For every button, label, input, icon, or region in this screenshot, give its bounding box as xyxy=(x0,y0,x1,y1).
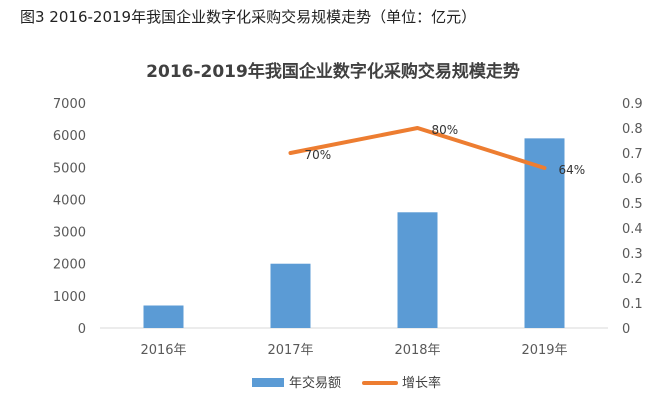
bar-2016 xyxy=(143,305,184,328)
chart-title: 2016-2019年我国企业数字化采购交易规模走势 xyxy=(146,61,520,82)
y-left-tick-label: 1000 xyxy=(53,290,86,305)
y-left-tick-label: 4000 xyxy=(53,193,86,208)
x-tick-label: 2016年 xyxy=(140,343,186,358)
growth-rate-label: 64% xyxy=(559,163,586,177)
y-right-tick-label: 0.7 xyxy=(622,147,643,162)
y-left-tick-label: 0 xyxy=(78,322,86,337)
y-right-tick-label: 0.5 xyxy=(622,197,643,212)
growth-rate-line xyxy=(288,126,547,170)
legend-label-growth-rate: 增长率 xyxy=(402,375,441,391)
x-tick-label: 2017年 xyxy=(267,343,313,358)
y-right-tick-label: 0.9 xyxy=(622,97,643,112)
figure-caption: 图3 2016-2019年我国企业数字化采购交易规模走势（单位：亿元） xyxy=(20,8,477,26)
x-tick-label: 2019年 xyxy=(521,343,567,358)
y-left-tick-label: 6000 xyxy=(53,129,86,144)
legend-swatch-annual-volume xyxy=(252,378,284,387)
y-left-tick-label: 2000 xyxy=(53,258,86,273)
growth-rate-label: 80% xyxy=(432,123,459,137)
y-right-tick-label: 0.3 xyxy=(622,247,643,262)
y-left-tick-label: 3000 xyxy=(53,226,86,241)
bar-2018 xyxy=(397,212,438,328)
y-right-tick-label: 0.6 xyxy=(622,172,643,187)
y-right-tick-label: 0.8 xyxy=(622,122,643,137)
y-right-tick-label: 0 xyxy=(622,322,630,337)
x-tick-label: 2018年 xyxy=(394,343,440,358)
y-right-tick-label: 0.2 xyxy=(622,272,643,287)
growth-rate-label: 70% xyxy=(305,148,332,162)
legend-label-annual-volume: 年交易额 xyxy=(289,375,341,391)
bar-2017 xyxy=(270,263,311,328)
y-left-tick-label: 5000 xyxy=(53,161,86,176)
y-right-tick-label: 0.4 xyxy=(622,222,643,237)
y-left-tick-label: 7000 xyxy=(53,97,86,112)
y-right-tick-label: 0.1 xyxy=(622,297,643,312)
